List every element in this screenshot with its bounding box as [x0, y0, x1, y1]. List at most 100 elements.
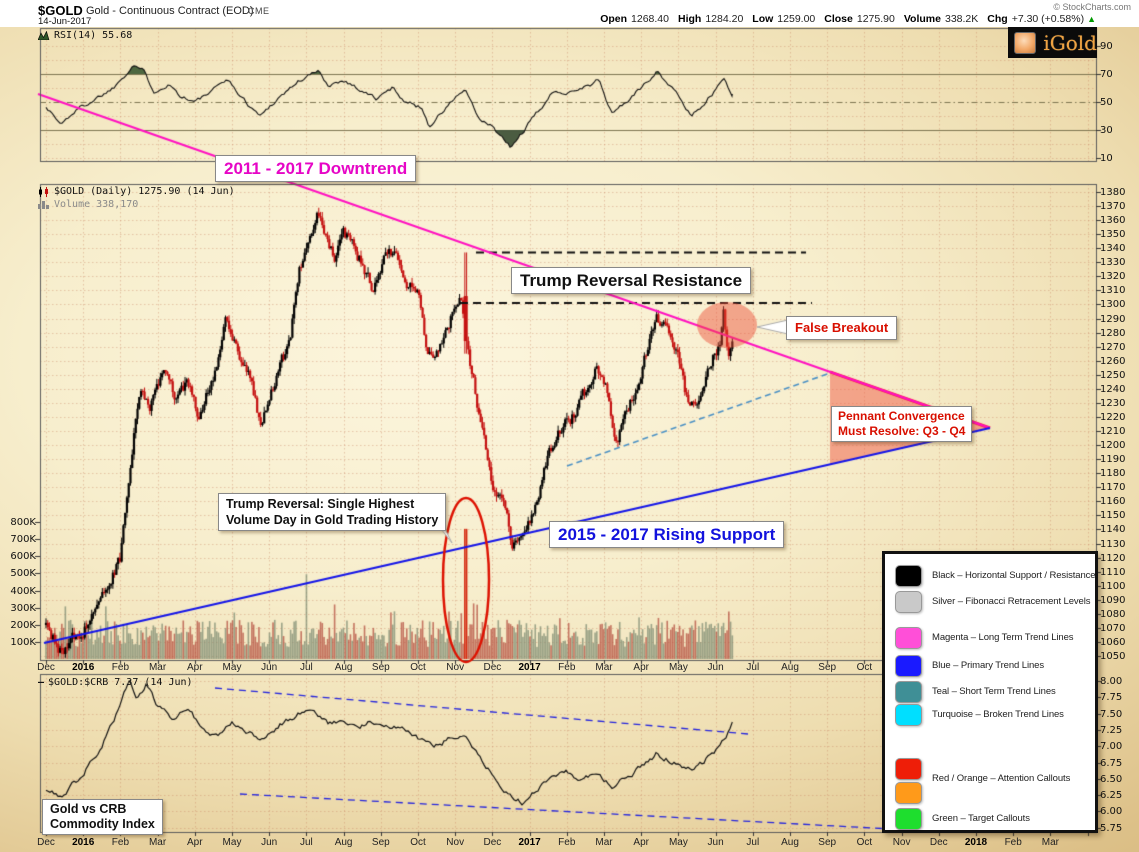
symbol-description: Gold - Continuous Contract (EOD): [86, 5, 254, 17]
price-tick-label: 1150: [1100, 510, 1126, 522]
month-label-mid: May: [668, 662, 688, 673]
month-label-bottom: Feb: [558, 837, 576, 848]
month-label-mid: Jun: [261, 662, 278, 673]
month-label-mid: 2017: [518, 662, 541, 673]
price-tick-label: 1250: [1100, 369, 1126, 381]
rsi-label-text: RSI(14) 55.68: [54, 30, 133, 41]
price-tick-label: 1340: [1100, 243, 1126, 255]
ratio-tick-label: 6.75: [1100, 757, 1123, 769]
gold-crb-line2: Commodity Index: [50, 817, 155, 831]
rsi-tick-label: 30: [1100, 125, 1113, 136]
price-tick-label: 1180: [1100, 468, 1126, 480]
price-tick-label: 1260: [1100, 355, 1126, 367]
price-tick-label: 1140: [1100, 524, 1126, 536]
legend-label: Green – Target Callouts: [932, 813, 1030, 824]
igold-logo-text: iGold: [1043, 30, 1097, 55]
pennant-line2: Must Resolve: Q3 - Q4: [838, 424, 966, 438]
ratio-tick-label: 6.25: [1100, 790, 1123, 802]
month-label-mid: Apr: [633, 662, 649, 673]
symbol: $GOLD: [38, 3, 83, 18]
month-label-bottom: Oct: [410, 837, 426, 848]
false-breakout-callout: False Breakout: [786, 316, 898, 340]
trump-reversal-callout: Trump Reversal: Single Highest Volume Da…: [218, 493, 447, 531]
legend-label: Turquoise – Broken Trend Lines: [932, 709, 1064, 720]
ratio-tick-label: 7.75: [1100, 692, 1123, 704]
volume-tick-label: 800K: [10, 517, 36, 528]
price-tick-label: 1060: [1100, 636, 1126, 648]
quote-label: Chg: [987, 13, 1008, 25]
legend-swatch: [895, 627, 922, 649]
rsi-tick-label: 70: [1100, 69, 1113, 80]
rsi-tick-label: 90: [1100, 41, 1113, 52]
month-label-bottom: Feb: [1004, 837, 1022, 848]
month-label-mid: Apr: [187, 662, 203, 673]
month-label-bottom: May: [222, 837, 242, 848]
quote-value: 338.2K: [944, 13, 979, 25]
price-tick-label: 1230: [1100, 397, 1126, 409]
month-label-bottom: Oct: [856, 837, 873, 848]
price-tick-label: 1240: [1100, 383, 1126, 395]
igold-logo-icon: [1014, 31, 1037, 54]
price-tick-label: 1310: [1100, 285, 1126, 297]
month-label-mid: Dec: [483, 662, 502, 673]
quote-value: 1259.00: [777, 13, 816, 25]
month-label-mid: Oct: [856, 662, 873, 673]
price-label-text: $GOLD (Daily) 1275.90 (14 Jun): [54, 186, 235, 197]
quote-label: Volume: [903, 13, 941, 25]
volume-panel-label: Volume 338,170: [38, 199, 138, 210]
month-label-bottom: Apr: [187, 837, 203, 848]
pennant-callout: Pennant Convergence Must Resolve: Q3 - Q…: [831, 406, 973, 442]
price-tick-label: 1160: [1100, 496, 1126, 508]
month-label-bottom: Sep: [371, 837, 390, 848]
price-tick-label: 1370: [1100, 201, 1126, 213]
legend-swatch: [895, 758, 922, 780]
month-label-mid: Mar: [595, 662, 613, 673]
month-label-mid: Jul: [299, 662, 313, 673]
month-label-bottom: Jun: [707, 837, 724, 848]
month-label-mid: Aug: [334, 662, 353, 673]
month-label-bottom: 2016: [72, 837, 95, 848]
quote-label: Open: [600, 13, 628, 25]
month-label-mid: Jun: [707, 662, 724, 673]
volume-label-text: Volume 338,170: [54, 199, 139, 210]
month-label-bottom: Aug: [781, 837, 799, 848]
price-tick-label: 1290: [1100, 313, 1126, 325]
legend-swatch: [895, 808, 922, 830]
exchange: CME: [248, 6, 270, 16]
color-legend: Black – Horizontal Support / Resistance S…: [882, 551, 1098, 833]
month-label-bottom: Mar: [595, 837, 613, 848]
ratio-tick-label: 7.50: [1100, 708, 1123, 720]
downtrend-callout: 2011 - 2017 Downtrend: [215, 155, 417, 182]
price-tick-label: 1080: [1100, 608, 1126, 620]
month-label-mid: Nov: [446, 662, 465, 673]
quote-label: Low: [752, 13, 774, 25]
month-label-bottom: Nov: [446, 837, 465, 848]
price-tick-label: 1210: [1100, 426, 1126, 438]
month-label-mid: 2016: [72, 662, 95, 673]
month-label-bottom: Mar: [1041, 837, 1060, 848]
ratio-tick-label: 8.00: [1100, 676, 1123, 687]
ratio-tick-label: 7.00: [1100, 741, 1123, 753]
month-label-mid: Sep: [371, 662, 390, 673]
price-tick-label: 1050: [1100, 650, 1126, 662]
legend-swatch: [895, 704, 922, 726]
legend-swatch: [895, 782, 922, 804]
month-label-mid: Oct: [410, 662, 426, 673]
rsi-tick-label: 10: [1100, 153, 1113, 164]
price-tick-label: 1300: [1100, 299, 1126, 311]
false-breakout-text: False Breakout: [795, 320, 889, 335]
quote-value: 1284.20: [705, 13, 744, 25]
month-label-mid: Sep: [818, 662, 837, 673]
ratio-tick-label: 6.00: [1100, 806, 1123, 818]
legend-label: Blue – Primary Trend Lines: [932, 660, 1044, 671]
header: $GOLD Gold - Continuous Contract (EOD) C…: [0, 0, 1139, 27]
igold-logo: iGold: [1008, 27, 1097, 58]
month-label-bottom: Jun: [261, 837, 278, 848]
price-tick-label: 1190: [1100, 454, 1126, 466]
volume-tick-label: 500K: [10, 568, 36, 580]
month-label-mid: Feb: [558, 662, 576, 673]
resistance-text: Trump Reversal Resistance: [520, 271, 743, 290]
legend-label: Silver – Fibonacci Retracement Levels: [932, 596, 1091, 607]
month-label-bottom: Dec: [37, 837, 55, 848]
